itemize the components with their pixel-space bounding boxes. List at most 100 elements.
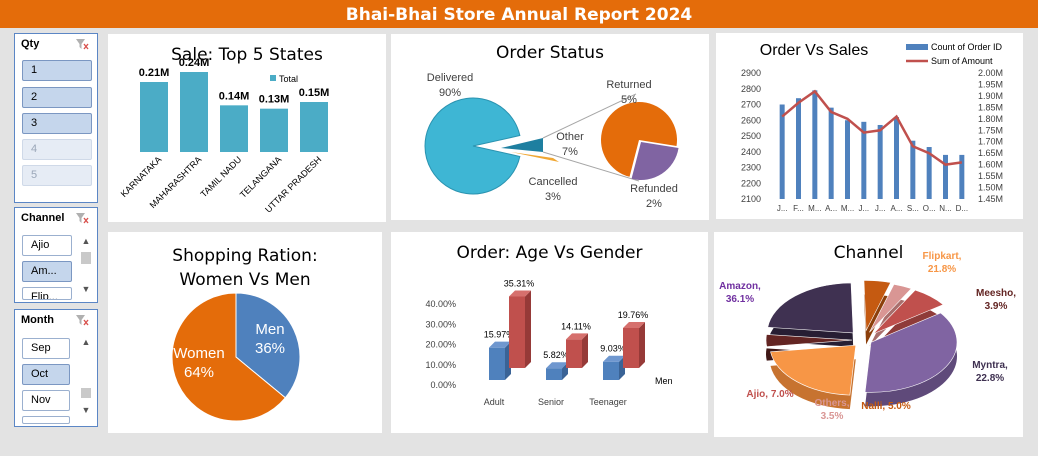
y2-tick-label: 1.95M: [978, 79, 1003, 89]
bar-top: [603, 355, 625, 362]
y-tick-label: 2900: [741, 68, 761, 78]
order-vs-sales-chart: Order Vs Sales Count of Order ID Sum of Am…: [741, 42, 1003, 213]
y-tick-label: 2700: [741, 100, 761, 110]
data-label: 9.03%: [600, 344, 626, 354]
month-option-oct[interactable]: Oct: [22, 364, 70, 385]
pie-slice-returned: [601, 102, 677, 177]
bar: [220, 105, 248, 152]
slice-label: Cancelled: [529, 176, 578, 188]
scrollbar-thumb[interactable]: [81, 252, 91, 264]
bar: [828, 107, 834, 199]
slice-value: 5%: [621, 94, 637, 106]
bar: [509, 296, 525, 368]
channel-option-ajio[interactable]: Ajio: [22, 235, 72, 256]
clear-filter-icon[interactable]: [76, 213, 89, 224]
month-option-next[interactable]: [22, 416, 70, 424]
report-title: Bhai-Bhai Store Annual Report 2024: [0, 0, 1038, 28]
y-tick-label: 20.00%: [425, 340, 456, 350]
bar-top: [623, 321, 645, 328]
y2-tick-label: 1.90M: [978, 91, 1003, 101]
bar: [894, 117, 899, 199]
scrollbar-thumb[interactable]: [81, 388, 91, 398]
bar-top: [566, 333, 588, 340]
slice-label: Flipkart,: [923, 251, 962, 262]
data-label: 5.82%: [543, 350, 569, 360]
slice-value: 64%: [184, 364, 214, 381]
chart-title: Order Status: [496, 43, 604, 63]
qty-option-1[interactable]: 1: [22, 60, 92, 81]
pie-slice-flipkart: [770, 344, 857, 396]
chart-title: Order: Age Vs Gender: [456, 243, 643, 263]
channel-option-flipkart[interactable]: Flip...: [22, 287, 72, 300]
data-label: 0.21M: [139, 67, 170, 79]
bar: [959, 154, 965, 199]
bar-side: [525, 290, 531, 368]
bar-top: [546, 362, 568, 369]
y2-tick-label: 1.75M: [978, 125, 1003, 135]
slice-label: Amazon,: [719, 281, 761, 292]
scroll-up-icon[interactable]: ▲: [81, 236, 91, 246]
pie-slice-men: [235, 292, 301, 399]
gender-ratio-panel: Shopping Ration: Women Vs Men Men 36% Wome…: [108, 232, 382, 433]
order-status-panel: Order Status Delivered 90% Returned 5% Other…: [391, 34, 709, 220]
age-gender-chart: 40.00% 30.00% 20.00% 10.00% 0.00% Adult 15.97%…: [425, 278, 672, 407]
x-tick-label: S...: [907, 204, 919, 213]
tick-label: TAMIL NADU: [199, 154, 244, 199]
slice-label: Myntra,: [972, 360, 1008, 371]
slice-value: 36%: [255, 340, 285, 357]
connector-line: [542, 151, 640, 182]
month-option-sep[interactable]: Sep: [22, 338, 70, 359]
bar: [861, 121, 867, 199]
pie-slice-myntra: [767, 282, 854, 334]
x-tick-label: A...: [890, 204, 902, 213]
bar-side: [582, 333, 588, 368]
bar: [603, 361, 619, 380]
month-slicer-title: Month: [21, 314, 54, 326]
x-tick-label: Senior: [538, 397, 564, 407]
channel-slicer: Channel Ajio Am... Flip... ▲ ▼: [14, 207, 98, 303]
x-tick-label: A...: [825, 204, 837, 213]
bar-top: [489, 341, 511, 348]
age-gender-panel: Order: Age Vs Gender 40.00% 30.00% 20.00% 1…: [391, 232, 708, 433]
scroll-down-icon[interactable]: ▼: [81, 284, 91, 294]
bar: [489, 347, 505, 380]
month-slicer: Month Sep Oct Nov ▲ ▼: [14, 309, 98, 427]
qty-slicer-title: Qty: [21, 38, 40, 50]
clear-filter-icon[interactable]: [76, 315, 89, 326]
y2-tick-label: 1.85M: [978, 102, 1003, 112]
y-tick-label: 2100: [741, 194, 761, 204]
bar: [877, 124, 883, 199]
y2-tick-label: 1.65M: [978, 148, 1003, 158]
bar: [796, 98, 801, 199]
x-tick-label: F...: [793, 204, 804, 213]
data-label: 14.11%: [561, 321, 591, 331]
bar: [812, 90, 818, 199]
qty-option-5[interactable]: 5: [22, 165, 92, 186]
bar: [140, 82, 168, 152]
tick-label: KARNATAKA: [119, 154, 164, 199]
x-tick-label: Adult: [484, 397, 505, 407]
chart-title: Order Vs Sales: [760, 42, 868, 59]
legend-label: Total: [279, 74, 298, 84]
channel-option-amazon[interactable]: Am...: [22, 261, 72, 282]
gender-ratio-chart: Men 36% Women 64%: [171, 292, 301, 422]
y-tick-label: 2800: [741, 84, 761, 94]
legend-swatch: [906, 44, 928, 50]
y2-tick-label: 1.55M: [978, 171, 1003, 181]
pie-slice-cancelled: [511, 152, 559, 162]
chart-title: Sale: Top 5 States: [171, 45, 323, 65]
month-option-nov[interactable]: Nov: [22, 390, 70, 411]
clear-filter-icon[interactable]: [76, 39, 89, 50]
slice-label: Delivered: [427, 72, 473, 84]
qty-option-3[interactable]: 3: [22, 113, 92, 134]
slice-value: 7%: [562, 146, 578, 158]
scroll-down-icon[interactable]: ▼: [81, 405, 91, 415]
qty-slicer: Qty 1 2 3 4 5: [14, 33, 98, 203]
slice-label: Returned: [606, 79, 651, 91]
qty-option-2[interactable]: 2: [22, 87, 92, 108]
slice-label: Women: [173, 345, 224, 362]
scroll-up-icon[interactable]: ▲: [81, 337, 91, 347]
bar: [546, 368, 562, 380]
bar: [845, 120, 850, 199]
qty-option-4[interactable]: 4: [22, 139, 92, 160]
